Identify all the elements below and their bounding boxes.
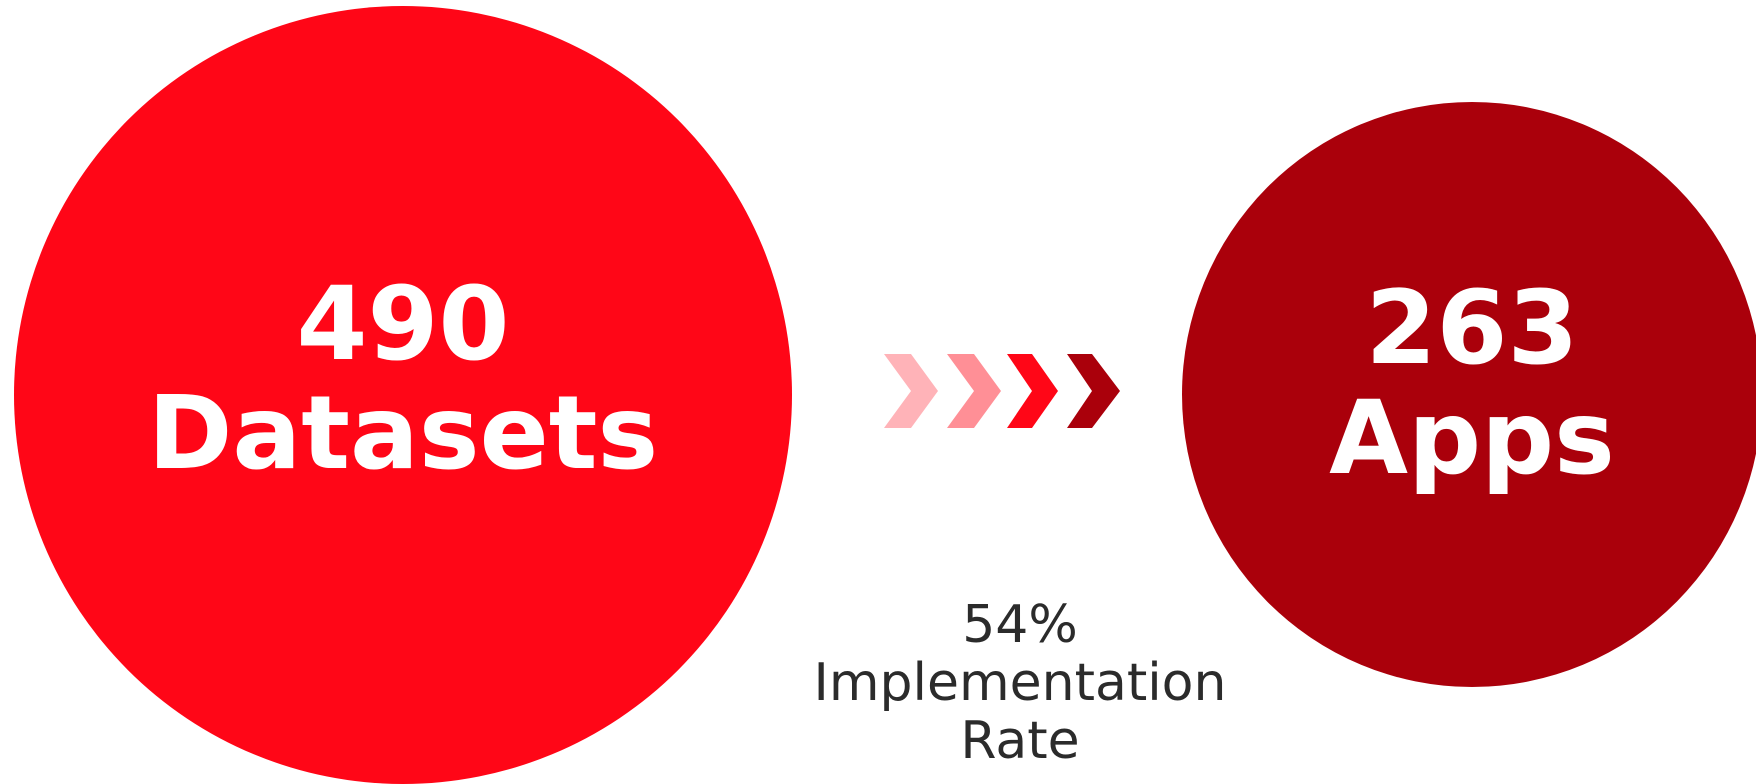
apps-text: 263 Apps: [1329, 274, 1615, 492]
apps-label: Apps: [1329, 378, 1615, 498]
implementation-rate-caption: 54% Implementation Rate: [800, 596, 1240, 771]
chevron-4-icon: [1067, 354, 1120, 428]
datasets-circle: 490 Datasets: [14, 6, 792, 784]
chevron-3-icon: [1007, 354, 1058, 428]
rate-value: 54%: [962, 595, 1078, 655]
chevron-1-icon: [884, 354, 938, 428]
chevron-arrows-icon: [884, 354, 1120, 428]
datasets-text: 490 Datasets: [148, 270, 658, 488]
apps-count: 263: [1365, 269, 1579, 389]
datasets-label: Datasets: [147, 374, 659, 493]
rate-label-line1: Implementation: [813, 653, 1227, 714]
rate-label-line2: Rate: [960, 711, 1080, 772]
chevron-2-icon: [947, 354, 1001, 428]
datasets-count: 490: [296, 264, 510, 384]
apps-circle: 263 Apps: [1182, 102, 1756, 687]
